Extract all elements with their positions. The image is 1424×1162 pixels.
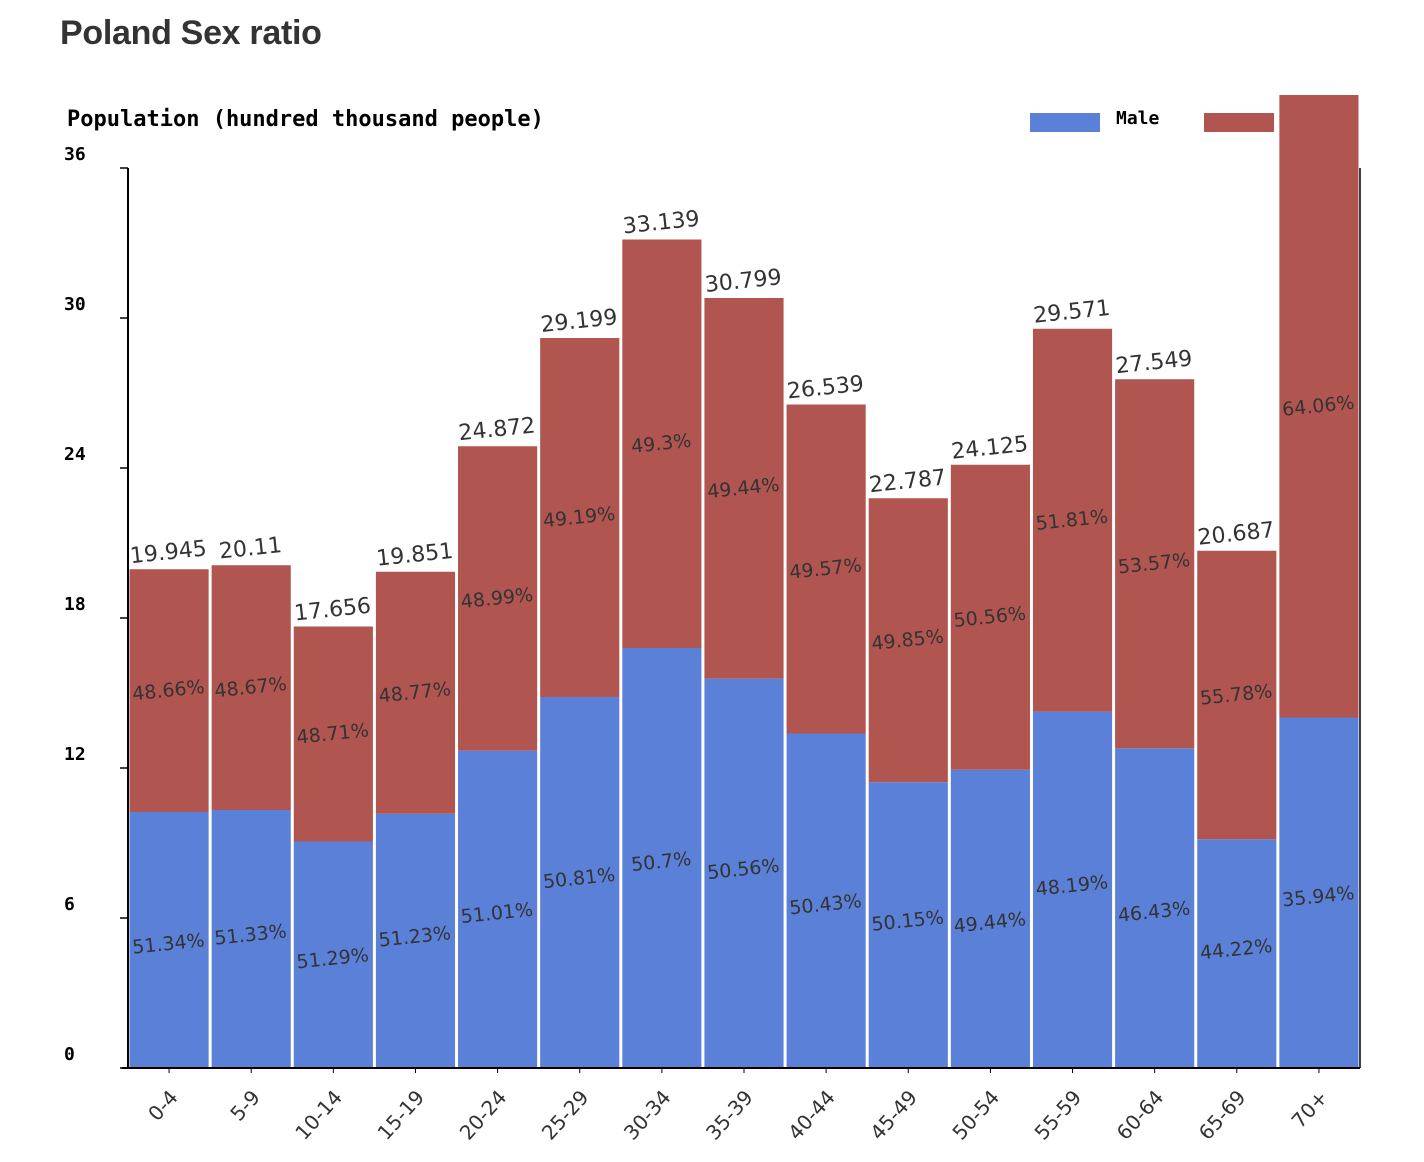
- bar-female-10-14: [293, 626, 373, 842]
- bar-male-65-69: [1197, 839, 1277, 1068]
- bar-male-50-54: [950, 769, 1030, 1068]
- bar-female-0-4: [129, 569, 209, 812]
- bar-female-15-19: [375, 571, 456, 814]
- bar-female-45-49: [868, 498, 948, 783]
- bar-male-5-9: [211, 810, 291, 1068]
- bar-female-60-64: [1115, 379, 1195, 749]
- bar-male-70+: [1279, 717, 1359, 1068]
- total-label: 29.571: [1032, 296, 1111, 329]
- bar-female-55-59: [1032, 328, 1113, 712]
- x-tick-label: 15-19: [372, 1085, 429, 1144]
- bar-male-35-39: [704, 678, 784, 1068]
- x-tick-label: 35-39: [701, 1085, 758, 1144]
- bar-female-25-29: [540, 338, 620, 697]
- bar-female-20-24: [458, 446, 538, 751]
- bar-male-40-44: [786, 733, 866, 1068]
- x-tick-label: 60-64: [1112, 1085, 1169, 1144]
- bar-male-55-59: [1032, 711, 1113, 1068]
- legend-label-male: Male: [1116, 108, 1160, 129]
- total-label: 30.799: [704, 265, 783, 298]
- bar-male-15-19: [375, 813, 456, 1068]
- bar-female-30-34: [622, 239, 702, 648]
- total-label: 20.11: [218, 533, 283, 564]
- bar-female-40-44: [786, 404, 866, 734]
- x-tick-label: 0-4: [143, 1085, 183, 1125]
- y-tick-label: 30: [64, 294, 86, 315]
- x-tick-label: 40-44: [783, 1085, 840, 1144]
- y-tick-label: 24: [64, 444, 86, 465]
- total-label: 19.851: [375, 539, 454, 572]
- bar-female-65-69: [1197, 550, 1277, 840]
- y-tick-label: 12: [64, 744, 86, 765]
- total-label: 24.872: [457, 413, 536, 446]
- bar-female-35-39: [704, 298, 784, 679]
- bars-layer: [129, 95, 1359, 1068]
- legend-swatch-female: [1204, 113, 1274, 132]
- page-title: Poland Sex ratio: [60, 14, 322, 52]
- x-tick-label: 5-9: [225, 1085, 265, 1125]
- total-label: 17.656: [293, 594, 372, 627]
- x-tick-label: 70+: [1287, 1085, 1333, 1132]
- bar-male-25-29: [540, 697, 620, 1068]
- total-label: 20.687: [1197, 518, 1276, 551]
- bar-female-50-54: [950, 464, 1030, 770]
- legend-swatch-male: [1030, 113, 1100, 132]
- y-tick-label: 6: [64, 894, 75, 915]
- x-tick-label: 50-54: [947, 1085, 1004, 1144]
- total-label: 26.539: [786, 372, 865, 405]
- y-tick-label: 36: [64, 144, 86, 165]
- x-tick-label: 55-59: [1030, 1085, 1087, 1144]
- x-tick-label: 25-29: [537, 1085, 594, 1144]
- bar-female-70+: [1279, 95, 1359, 718]
- bar-male-30-34: [622, 648, 702, 1068]
- bar-male-45-49: [868, 782, 948, 1068]
- y-tick-label: 0: [64, 1044, 75, 1065]
- y-tick-label: 18: [64, 594, 86, 615]
- x-tick-label: 65-69: [1194, 1085, 1251, 1144]
- total-label: 19.945: [129, 536, 208, 569]
- x-tick-label: 10-14: [290, 1085, 347, 1144]
- x-tick-label: 30-34: [619, 1085, 676, 1144]
- bar-female-5-9: [211, 565, 291, 810]
- x-tick-label: 45-49: [865, 1085, 922, 1144]
- total-label: 27.549: [1114, 346, 1193, 379]
- bar-male-60-64: [1115, 748, 1195, 1068]
- x-tick-label: 20-24: [455, 1085, 512, 1144]
- total-label: 33.139: [622, 207, 701, 240]
- total-label: 22.787: [868, 465, 947, 498]
- total-label: 29.199: [539, 305, 618, 338]
- bar-male-20-24: [458, 750, 538, 1068]
- bar-male-0-4: [129, 812, 209, 1068]
- total-label: 24.125: [950, 432, 1029, 465]
- bar-male-10-14: [293, 841, 373, 1068]
- y-axis-title: Population (hundred thousand people): [67, 107, 544, 132]
